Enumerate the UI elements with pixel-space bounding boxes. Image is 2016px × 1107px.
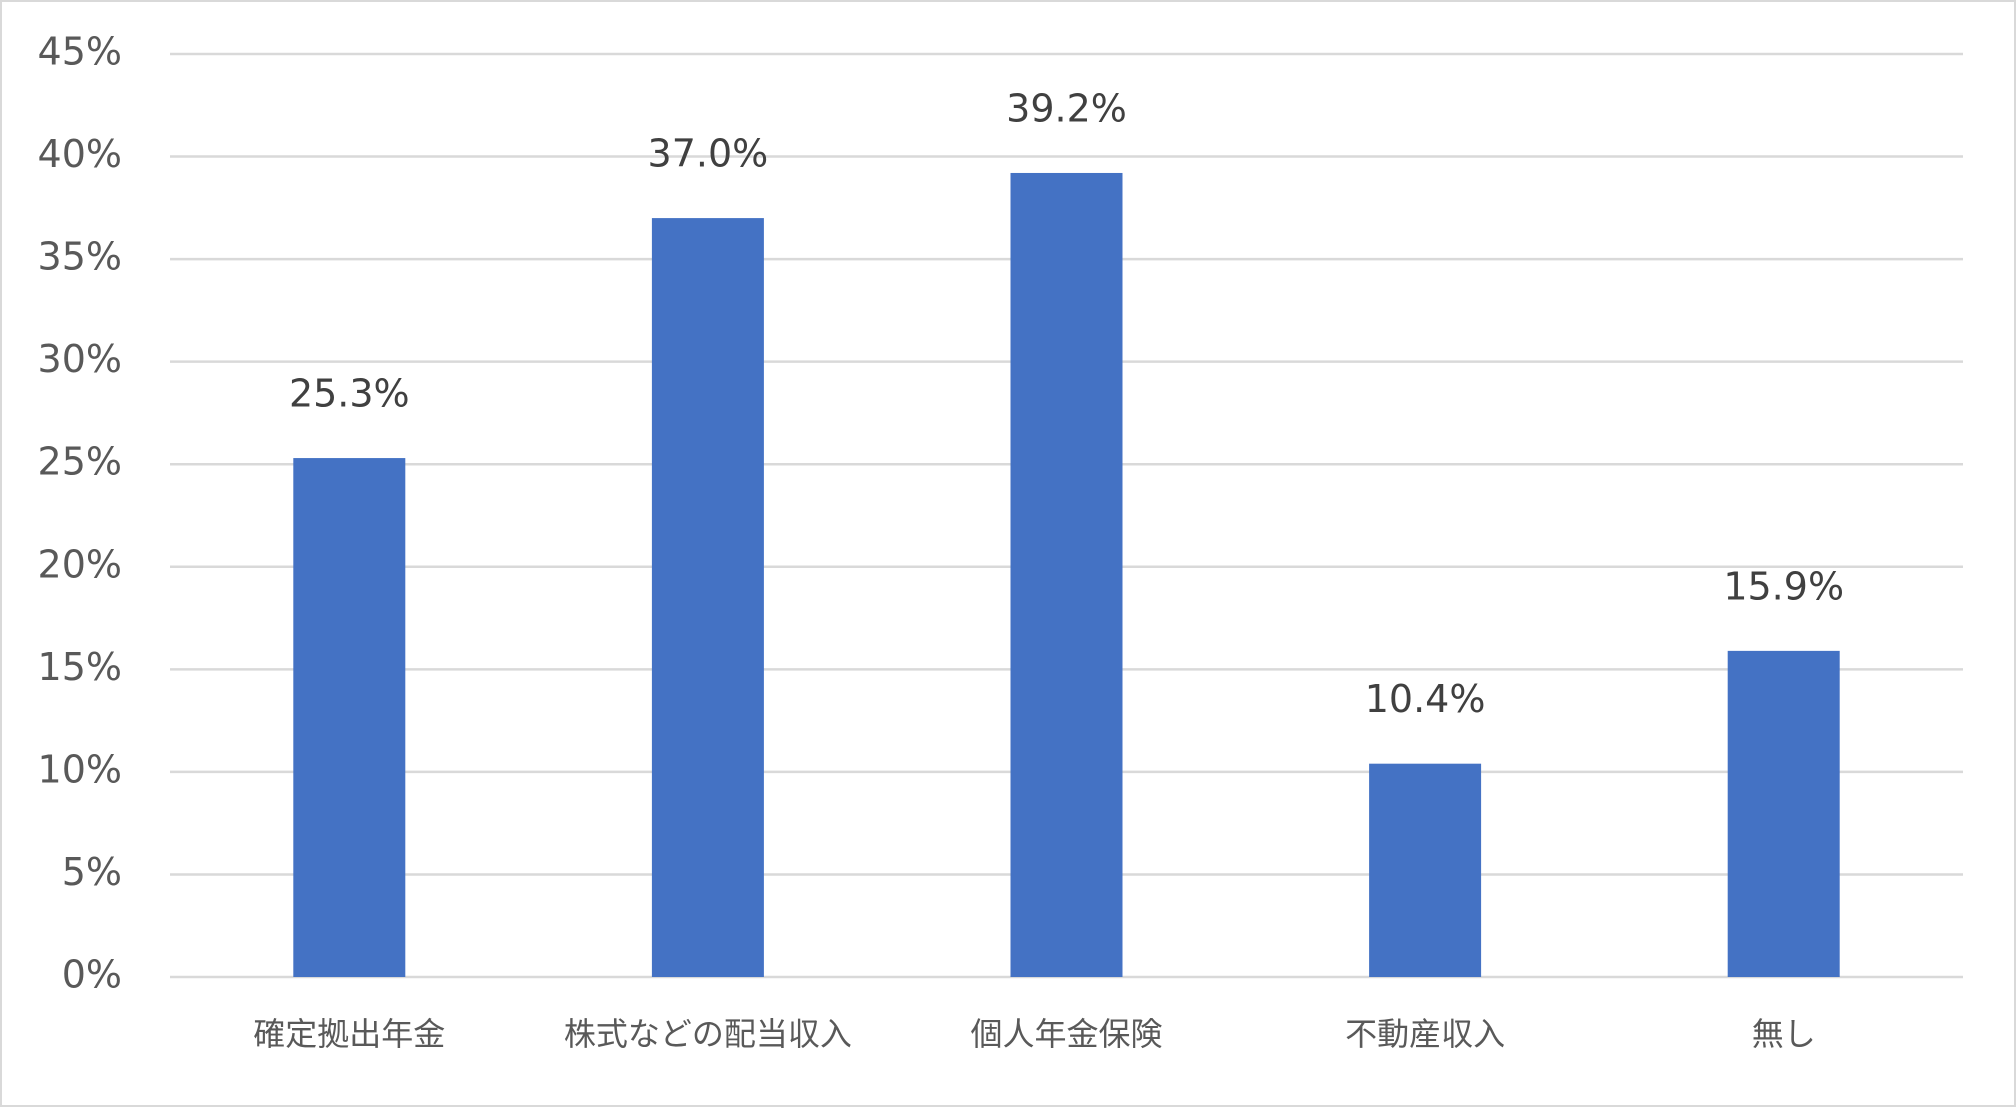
x-tick-label: 個人年金保険 bbox=[970, 1015, 1162, 1053]
x-tick-label: 無し bbox=[1752, 1015, 1816, 1053]
y-tick-label: 20% bbox=[38, 542, 122, 586]
y-tick-label: 45% bbox=[38, 30, 122, 74]
y-tick-label: 30% bbox=[38, 337, 122, 381]
value-label: 39.2% bbox=[1006, 86, 1127, 130]
bar bbox=[1727, 650, 1840, 977]
value-label: 25.3% bbox=[289, 372, 410, 416]
y-tick-label: 35% bbox=[38, 235, 122, 279]
bar bbox=[651, 218, 764, 978]
x-tick-label: 確定拠出年金 bbox=[253, 1015, 445, 1053]
value-label: 10.4% bbox=[1365, 677, 1486, 721]
y-tick-label: 25% bbox=[38, 440, 122, 484]
x-tick-label: 株式などの配当収入 bbox=[564, 1015, 852, 1053]
x-tick-label: 不動産収入 bbox=[1345, 1015, 1505, 1053]
value-label: 15.9% bbox=[1723, 564, 1844, 608]
y-tick-label: 5% bbox=[62, 850, 122, 894]
y-tick-label: 40% bbox=[38, 132, 122, 176]
bar bbox=[1010, 172, 1123, 977]
y-tick-label: 0% bbox=[62, 953, 122, 997]
bar bbox=[1369, 763, 1482, 977]
y-tick-label: 10% bbox=[38, 747, 122, 791]
value-label: 37.0% bbox=[648, 132, 769, 176]
y-tick-label: 15% bbox=[38, 645, 122, 689]
bar bbox=[293, 458, 406, 978]
